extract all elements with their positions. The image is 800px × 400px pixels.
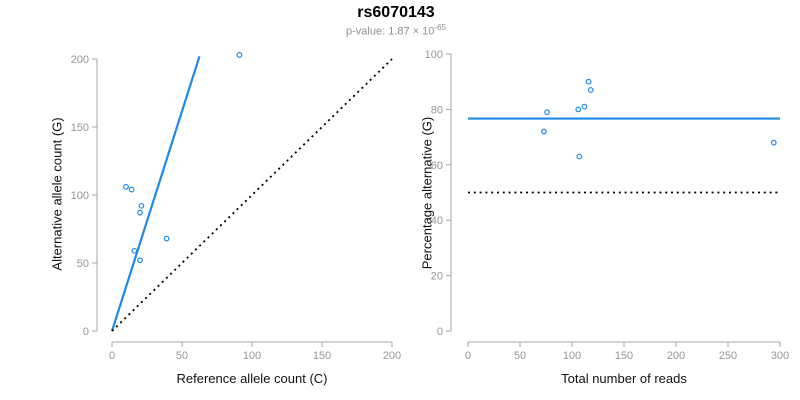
- pvalue-exponent: -65: [434, 23, 446, 32]
- right-y-tick-label: 60: [431, 160, 443, 172]
- left-y-tick-label: 0: [83, 326, 89, 338]
- right-y-tick-label: 20: [431, 271, 443, 283]
- left-y-tick-label: 200: [71, 54, 89, 66]
- left-x-tick-label: 0: [109, 350, 115, 362]
- left-data-point: [123, 183, 129, 190]
- left-x-tick-label: 50: [176, 350, 188, 362]
- right-data-point: [544, 109, 550, 116]
- right-data-point: [576, 153, 583, 160]
- pvalue-text: p-value: 1.87 × 10: [346, 25, 435, 38]
- left-data-point: [163, 235, 170, 242]
- left-data-point: [137, 257, 143, 264]
- left-yaxis-title: Alternative allele count (G): [49, 117, 65, 271]
- left-y-tick-label: 150: [71, 122, 89, 134]
- left-x-tick-label: 100: [243, 350, 261, 362]
- fitted-allelic-ratio-line: [110, 55, 201, 332]
- left-data-point: [128, 186, 135, 193]
- right-x-tick-label: 100: [563, 350, 581, 362]
- identity-line: [111, 58, 393, 332]
- right-data-point: [575, 106, 582, 113]
- left-xaxis-title: Reference allele count (C): [176, 371, 328, 386]
- left-plot-group: 0 50 100 150 200 0 50 100 150 200: [71, 52, 401, 362]
- right-x-tick-label: 200: [667, 350, 685, 362]
- right-x-tick-label: 150: [615, 350, 633, 362]
- right-data-point: [541, 128, 547, 135]
- right-x-tick-label: 250: [719, 350, 737, 362]
- left-data-point: [137, 209, 143, 216]
- left-y-tick-label: 100: [71, 190, 89, 202]
- left-y-tick-label: 50: [77, 258, 89, 270]
- right-y-tick-label: 40: [431, 215, 443, 227]
- right-yaxis-title: Percentage alternative (G): [419, 116, 435, 270]
- right-x-tick-label: 0: [465, 350, 471, 362]
- right-data-point: [587, 87, 594, 93]
- right-x-tick-label: 50: [514, 350, 526, 362]
- left-data-point: [236, 52, 243, 58]
- left-data-point: [138, 202, 145, 209]
- right-data-point: [581, 103, 588, 110]
- right-y-tick-label: 80: [431, 104, 443, 116]
- right-y-tick-label: 100: [425, 49, 443, 61]
- right-y-tick-label: 0: [437, 326, 443, 338]
- right-plot-group: 0 20 40 60 80 100 0 50 100 150 200 250 300: [425, 49, 790, 362]
- right-xaxis-title: Total number of reads: [561, 371, 687, 386]
- left-data-point: [131, 247, 138, 254]
- page-title: rs6070143: [357, 4, 435, 21]
- left-x-tick-label: 200: [383, 350, 401, 362]
- right-data-point: [585, 78, 592, 85]
- pvalue-subtitle: p-value: 1.87 × 10-65: [0, 23, 792, 38]
- left-x-tick-label: 150: [313, 350, 331, 362]
- right-data-point: [770, 139, 777, 146]
- right-x-tick-label: 300: [771, 350, 789, 362]
